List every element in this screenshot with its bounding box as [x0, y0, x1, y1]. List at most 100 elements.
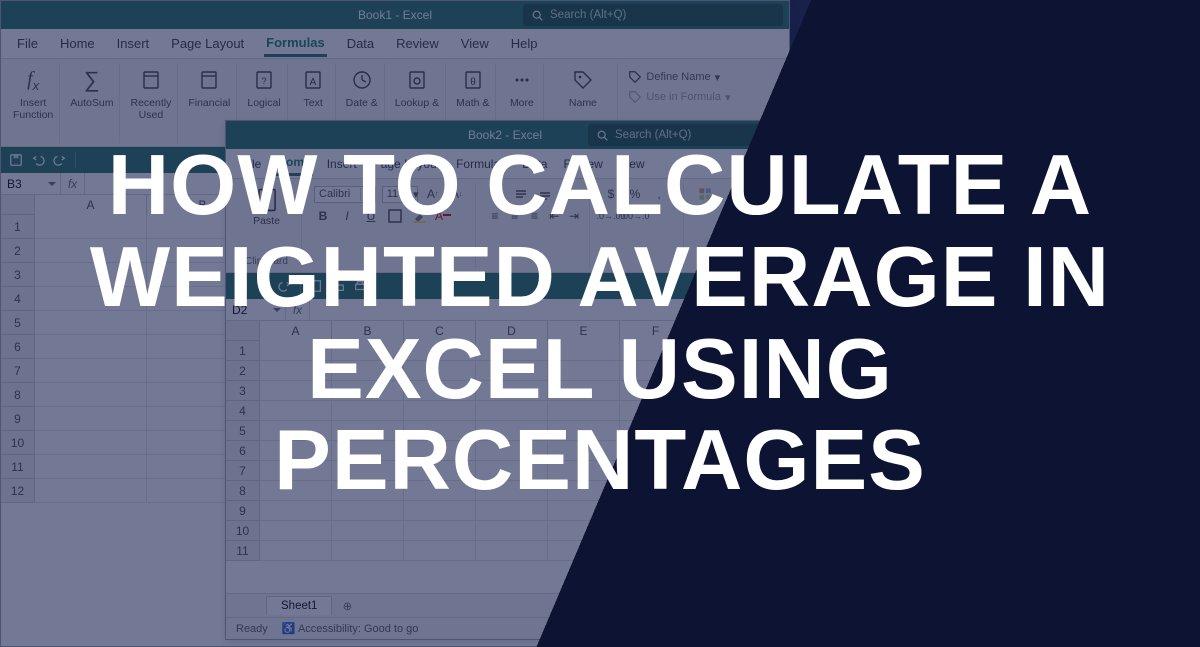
row-header[interactable]: 5: [1, 311, 35, 335]
cell[interactable]: [476, 501, 548, 521]
cell[interactable]: [332, 501, 404, 521]
cell[interactable]: [548, 381, 620, 401]
cell[interactable]: [548, 481, 620, 501]
cell[interactable]: [548, 401, 620, 421]
cell[interactable]: [620, 341, 692, 361]
row-header[interactable]: 7: [1, 359, 35, 383]
menu-help[interactable]: Help: [509, 32, 540, 55]
redo-icon[interactable]: [278, 279, 292, 293]
row-header[interactable]: 3: [226, 381, 260, 401]
cell[interactable]: [404, 521, 476, 541]
menu2-data[interactable]: Data: [520, 153, 549, 175]
menu2-formulas[interactable]: Formulas: [454, 153, 508, 175]
select-all-1[interactable]: [1, 195, 35, 215]
cell[interactable]: [260, 401, 332, 421]
indent-dec-icon[interactable]: ⇤: [547, 207, 561, 225]
cell[interactable]: [332, 381, 404, 401]
row-header[interactable]: 9: [1, 407, 35, 431]
cell[interactable]: [35, 407, 147, 431]
font-color-icon[interactable]: A: [434, 207, 452, 225]
row-header[interactable]: 4: [1, 287, 35, 311]
menu2-insert[interactable]: Insert: [325, 153, 359, 175]
search-box-1[interactable]: Search (Alt+Q): [523, 4, 783, 26]
cell[interactable]: [332, 541, 404, 561]
cell[interactable]: [404, 341, 476, 361]
cell[interactable]: [548, 521, 620, 541]
col2-d[interactable]: D: [476, 321, 548, 341]
row-header[interactable]: 6: [1, 335, 35, 359]
cell[interactable]: [332, 461, 404, 481]
undo-icon[interactable]: [256, 279, 270, 293]
comma-icon[interactable]: ,: [650, 185, 668, 203]
cell[interactable]: [35, 383, 147, 407]
cell[interactable]: [404, 541, 476, 561]
add-sheet-button[interactable]: ⊕: [336, 595, 358, 617]
row-header[interactable]: 11: [1, 455, 35, 479]
sheet-tab-1[interactable]: Sheet1: [266, 596, 332, 615]
cell[interactable]: [620, 361, 692, 381]
fill-color-icon[interactable]: [410, 207, 428, 225]
currency-icon[interactable]: $: [602, 185, 620, 203]
redo-icon[interactable]: [53, 153, 67, 167]
row-header[interactable]: 9: [226, 501, 260, 521]
cell[interactable]: [35, 335, 147, 359]
dec-inc-icon[interactable]: .0→.00: [602, 207, 620, 225]
menu-data[interactable]: Data: [345, 32, 376, 55]
row-header[interactable]: 3: [1, 263, 35, 287]
align-top-icon[interactable]: [488, 185, 506, 203]
cell[interactable]: [35, 455, 147, 479]
cell[interactable]: [260, 481, 332, 501]
cell[interactable]: [548, 341, 620, 361]
cell[interactable]: [332, 341, 404, 361]
menu-home[interactable]: Home: [58, 32, 97, 55]
use-in-formula-button[interactable]: Use in Formula ▾: [628, 87, 730, 107]
cell[interactable]: [404, 421, 476, 441]
cell[interactable]: [35, 263, 147, 287]
menu-view[interactable]: View: [459, 32, 491, 55]
cell[interactable]: [260, 361, 332, 381]
col2-a[interactable]: A: [260, 321, 332, 341]
menu2-pagelayout[interactable]: Page Layout: [371, 153, 442, 175]
col2-b[interactable]: B: [332, 321, 404, 341]
cell[interactable]: [476, 541, 548, 561]
cell[interactable]: [332, 481, 404, 501]
cell[interactable]: [548, 501, 620, 521]
cell[interactable]: [620, 421, 692, 441]
row-header[interactable]: 10: [1, 431, 35, 455]
row-header[interactable]: 11: [226, 541, 260, 561]
menu-review[interactable]: Review: [394, 32, 441, 55]
row-header[interactable]: 12: [1, 479, 35, 503]
align-mid-icon[interactable]: [512, 185, 530, 203]
cell[interactable]: [35, 479, 147, 503]
underline-button[interactable]: U: [362, 207, 380, 225]
ribbon-insert-function[interactable]: fx Insert Function: [7, 63, 60, 143]
row-header[interactable]: 6: [226, 441, 260, 461]
cell[interactable]: [476, 401, 548, 421]
cell[interactable]: [404, 461, 476, 481]
cell[interactable]: [332, 421, 404, 441]
cell[interactable]: [476, 341, 548, 361]
dec-dec-icon[interactable]: .00→.0: [626, 207, 644, 225]
cell[interactable]: [548, 361, 620, 381]
border-icon[interactable]: [386, 207, 404, 225]
cell[interactable]: [404, 441, 476, 461]
cell[interactable]: [35, 215, 147, 239]
cell[interactable]: [260, 441, 332, 461]
cell[interactable]: [476, 481, 548, 501]
cell[interactable]: [620, 401, 692, 421]
cell[interactable]: [548, 541, 620, 561]
cell[interactable]: [35, 431, 147, 455]
cell[interactable]: [620, 441, 692, 461]
align-left-icon[interactable]: ≡: [488, 207, 502, 225]
ribbon-autosum[interactable]: ∑ AutoSum: [64, 63, 120, 143]
cell[interactable]: [620, 381, 692, 401]
name-box-1[interactable]: B3: [1, 173, 61, 194]
font-size-select[interactable]: 11▾: [382, 186, 418, 203]
cell[interactable]: [476, 521, 548, 541]
row-header[interactable]: 7: [226, 461, 260, 481]
save-icon[interactable]: [234, 279, 248, 293]
font-name-select[interactable]: Calibri▾: [314, 186, 376, 203]
row-header[interactable]: 2: [1, 239, 35, 263]
indent-inc-icon[interactable]: ⇥: [567, 207, 581, 225]
cell[interactable]: [620, 481, 692, 501]
